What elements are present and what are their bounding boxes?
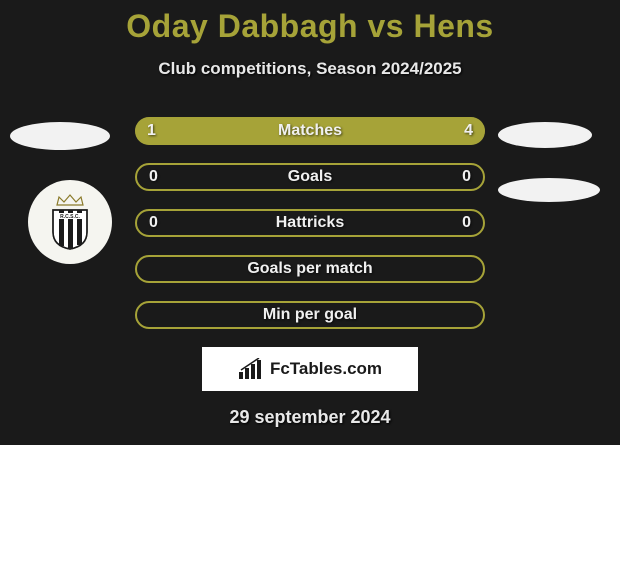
stat-bar: 0 Hattricks 0 (135, 209, 485, 237)
club-badge-left: R.C.S.C. (28, 180, 112, 264)
subtitle: Club competitions, Season 2024/2025 (0, 59, 620, 79)
bar-value-right: 4 (464, 122, 473, 140)
shield-icon: R.C.S.C. (51, 208, 89, 250)
badge-text: R.C.S.C. (60, 214, 80, 220)
date-label: 29 september 2024 (0, 407, 620, 428)
brand-box[interactable]: FcTables.com (202, 347, 418, 391)
team-right-oval (498, 178, 600, 202)
comparison-panel: Oday Dabbagh vs Hens Club competitions, … (0, 0, 620, 445)
stat-bar: Goals per match (135, 255, 485, 283)
bar-value-right: 0 (462, 168, 471, 186)
bar-value-left: 0 (149, 168, 158, 186)
bar-value-right: 0 (462, 214, 471, 232)
player-left-oval (10, 122, 110, 150)
bar-label: Matches (278, 122, 342, 140)
bars-chart-icon (238, 358, 264, 380)
stat-bar: Min per goal (135, 301, 485, 329)
bar-label: Goals per match (247, 260, 372, 278)
stat-bar: 0 Goals 0 (135, 163, 485, 191)
player-right-oval (498, 122, 592, 148)
stat-bars: 1 Matches 4 0 Goals 0 0 Hattricks 0 Goals per mat… (135, 117, 485, 329)
bar-label: Min per goal (263, 306, 357, 324)
crown-icon (55, 194, 85, 206)
bar-label: Hattricks (276, 214, 344, 232)
bar-fill-left (135, 117, 205, 145)
brand-name: FcTables.com (270, 359, 382, 379)
bar-value-left: 0 (149, 214, 158, 232)
stat-bar: 1 Matches 4 (135, 117, 485, 145)
bar-fill-right (205, 117, 485, 145)
bar-label: Goals (288, 168, 332, 186)
bar-value-left: 1 (147, 122, 156, 140)
page-title: Oday Dabbagh vs Hens (0, 8, 620, 45)
